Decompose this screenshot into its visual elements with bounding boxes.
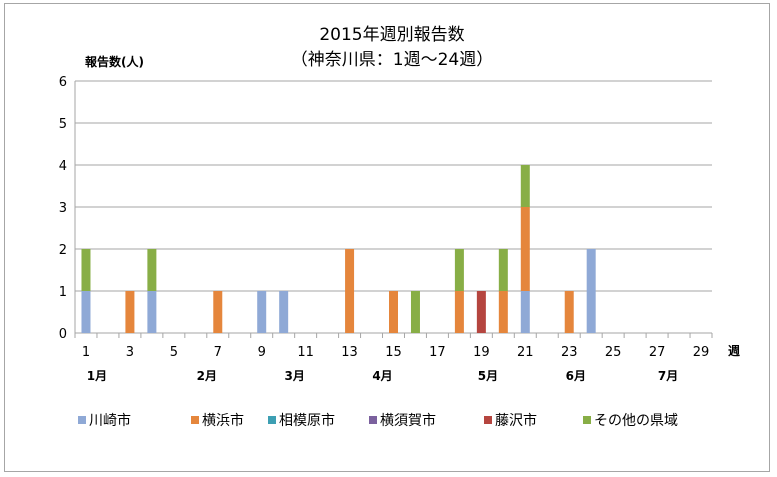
y-tick-label: 4	[59, 159, 67, 174]
legend-label: 相模原市	[279, 412, 335, 429]
bar-week24-series0	[586, 249, 596, 333]
bar-week21-series0	[520, 291, 530, 333]
y-tick-label: 5	[59, 117, 67, 132]
bar-week16-series5	[410, 291, 420, 333]
x-tick-label: 29	[693, 345, 710, 360]
legend-swatch	[268, 416, 276, 424]
bar-week3-series1	[125, 291, 135, 333]
bar-week4-series0	[147, 291, 157, 333]
x-tick-label: 9	[258, 345, 266, 360]
x-tick-label: 27	[649, 345, 666, 360]
x-tick-label: 3	[126, 345, 134, 360]
legend-item: 横須賀市	[369, 412, 436, 429]
bar-week21-series1	[520, 207, 530, 291]
legend-item: その他の県域	[583, 413, 678, 429]
bar-week7-series1	[213, 291, 223, 333]
month-label: 5月	[478, 369, 498, 383]
bar-week15-series1	[389, 291, 398, 333]
y-axis-label: 報告数(人)	[85, 54, 144, 69]
month-label: 2月	[197, 369, 217, 383]
bar-week21-series5	[520, 165, 530, 207]
y-tick-label: 3	[59, 201, 67, 216]
bar-week23-series1	[564, 291, 574, 333]
legend-label: 川崎市	[89, 412, 131, 429]
legend-item: 横浜市	[191, 412, 244, 429]
x-tick-label: 19	[473, 345, 490, 360]
legend-label: 藤沢市	[495, 412, 537, 429]
month-label: 1月	[87, 369, 107, 383]
bar-week13-series1	[345, 249, 355, 333]
legend-item: 川崎市	[78, 412, 131, 429]
y-tick-label: 6	[59, 75, 67, 90]
x-tick-label: 7	[214, 345, 222, 360]
legend-swatch	[191, 416, 199, 424]
x-tick-label: 5	[170, 345, 178, 360]
legend-label: 横浜市	[202, 412, 244, 429]
bar-week1-series5	[81, 249, 91, 291]
legend-swatch	[484, 416, 492, 424]
gridlines	[75, 80, 712, 334]
legend-item: 藤沢市	[484, 412, 537, 429]
x-tick-label: 15	[385, 345, 402, 360]
legend-swatch	[583, 416, 591, 424]
bar-week4-series5	[147, 249, 157, 291]
month-label: 7月	[658, 369, 678, 383]
y-tick-label: 0	[59, 327, 67, 342]
x-tick-label: 21	[517, 345, 534, 360]
month-label: 4月	[372, 369, 392, 383]
legend-label: 横須賀市	[380, 412, 436, 429]
chart-title-line2: （神奈川県：1週～24週）	[291, 50, 493, 70]
bar-week18-series5	[454, 249, 464, 291]
bar-week10-series0	[279, 291, 289, 333]
legend-label: その他の県域	[594, 413, 678, 429]
y-tick-label: 1	[59, 285, 67, 300]
legend-item: 相模原市	[268, 412, 335, 429]
legend-swatch	[369, 416, 377, 424]
bar-week18-series1	[454, 291, 464, 333]
x-axis-label: 週	[728, 343, 740, 358]
x-tick-label: 13	[341, 345, 358, 360]
y-tick-label: 2	[59, 243, 67, 258]
bar-week20-series1	[498, 291, 508, 333]
bar-week20-series5	[498, 249, 508, 291]
month-label: 3月	[284, 369, 304, 383]
x-tick-label: 11	[297, 345, 314, 360]
legend: 川崎市 横浜市 相模原市 横須賀市 藤沢市 その他の県域	[78, 412, 678, 429]
bar-week1-series0	[81, 291, 91, 333]
x-tick-label: 1	[82, 345, 90, 360]
legend-swatch	[78, 416, 86, 424]
x-tick-label: 17	[429, 345, 446, 360]
month-label: 6月	[566, 369, 586, 383]
bars	[81, 165, 596, 333]
bar-week19-series4	[476, 291, 486, 333]
bar-week9-series0	[257, 291, 267, 333]
chart-title-line1: 2015年週別報告数	[319, 25, 464, 45]
x-tick-label: 23	[561, 345, 578, 360]
x-tick-label: 25	[605, 345, 622, 360]
